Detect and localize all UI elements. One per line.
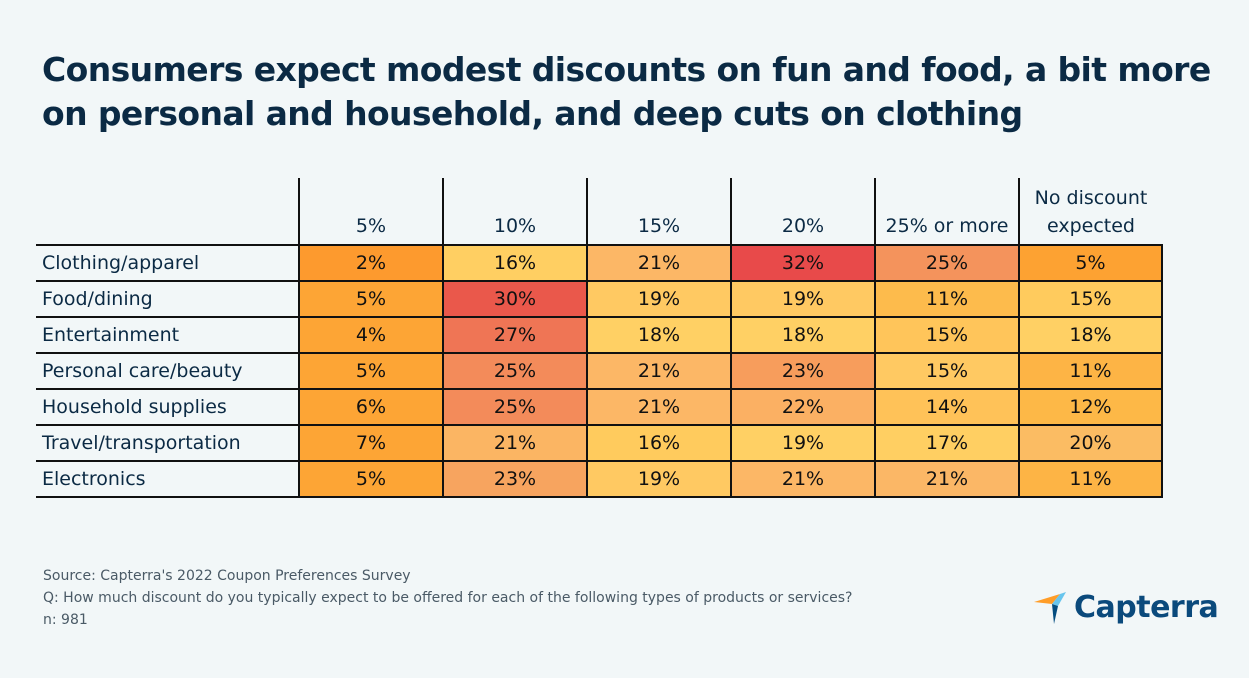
heat-cell: 25% bbox=[874, 244, 1020, 282]
heat-cell: 23% bbox=[730, 352, 876, 390]
heatmap-table: 5% 10% 15% 20% 25% or more No discount e… bbox=[36, 178, 1163, 498]
row-label: Electronics bbox=[36, 460, 300, 498]
heat-cell: 19% bbox=[586, 460, 732, 498]
heat-cell: 30% bbox=[442, 280, 588, 318]
sample-size-note: n: 981 bbox=[43, 612, 88, 628]
heat-cell: 21% bbox=[730, 460, 876, 498]
heat-cell: 25% bbox=[442, 388, 588, 426]
corner-cell bbox=[36, 178, 299, 246]
column-header: 25% or more bbox=[874, 178, 1019, 246]
heat-cell: 18% bbox=[586, 316, 732, 354]
heat-cell: 18% bbox=[730, 316, 876, 354]
capterra-logo: Capterra bbox=[1032, 588, 1219, 626]
heat-cell: 12% bbox=[1018, 388, 1163, 426]
heat-cell: 32% bbox=[730, 244, 876, 282]
column-header: 10% bbox=[442, 178, 587, 246]
heat-cell: 21% bbox=[586, 388, 732, 426]
heat-cell: 5% bbox=[1018, 244, 1163, 282]
row-label: Food/dining bbox=[36, 280, 300, 318]
row-label: Travel/transportation bbox=[36, 424, 300, 462]
heat-cell: 25% bbox=[442, 352, 588, 390]
table-row: Food/dining 5% 30% 19% 19% 11% 15% bbox=[36, 280, 1163, 318]
row-label: Household supplies bbox=[36, 388, 300, 426]
logo-text: Capterra bbox=[1074, 589, 1219, 625]
heat-cell: 20% bbox=[1018, 424, 1163, 462]
column-header: 15% bbox=[586, 178, 731, 246]
heat-cell: 4% bbox=[298, 316, 444, 354]
heat-cell: 7% bbox=[298, 424, 444, 462]
heat-cell: 6% bbox=[298, 388, 444, 426]
heat-cell: 5% bbox=[298, 460, 444, 498]
table-row: Travel/transportation 7% 21% 16% 19% 17% 20% bbox=[36, 424, 1163, 462]
heat-cell: 15% bbox=[874, 352, 1020, 390]
heat-cell: 21% bbox=[586, 244, 732, 282]
heat-cell: 23% bbox=[442, 460, 588, 498]
heat-cell: 5% bbox=[298, 352, 444, 390]
header-row: 5% 10% 15% 20% 25% or more No discount e… bbox=[36, 178, 1162, 246]
heat-cell: 11% bbox=[1018, 352, 1163, 390]
heat-cell: 18% bbox=[1018, 316, 1163, 354]
row-label: Clothing/apparel bbox=[36, 244, 300, 282]
heat-cell: 15% bbox=[874, 316, 1020, 354]
column-header: 5% bbox=[298, 178, 443, 246]
heat-cell: 5% bbox=[298, 280, 444, 318]
row-label: Personal care/beauty bbox=[36, 352, 300, 390]
heat-cell: 19% bbox=[730, 280, 876, 318]
heat-cell: 27% bbox=[442, 316, 588, 354]
column-header: 20% bbox=[730, 178, 875, 246]
heat-cell: 17% bbox=[874, 424, 1020, 462]
heat-cell: 11% bbox=[1018, 460, 1163, 498]
table-row: Household supplies 6% 25% 21% 22% 14% 12% bbox=[36, 388, 1163, 426]
source-note: Source: Capterra's 2022 Coupon Preferenc… bbox=[43, 568, 411, 584]
heat-cell: 21% bbox=[586, 352, 732, 390]
heat-cell: 2% bbox=[298, 244, 444, 282]
heat-cell: 16% bbox=[586, 424, 732, 462]
heat-cell: 19% bbox=[730, 424, 876, 462]
heat-cell: 21% bbox=[442, 424, 588, 462]
capterra-arrow-icon bbox=[1034, 592, 1066, 624]
table-row: Electronics 5% 23% 19% 21% 21% 11% bbox=[36, 460, 1163, 498]
table-row: Clothing/apparel 2% 16% 21% 32% 25% 5% bbox=[36, 244, 1163, 282]
question-note: Q: How much discount do you typically ex… bbox=[43, 590, 853, 606]
heat-cell: 22% bbox=[730, 388, 876, 426]
column-header: No discount expected bbox=[1018, 178, 1162, 246]
chart-title: Consumers expect modest discounts on fun… bbox=[42, 50, 1211, 133]
heat-cell: 15% bbox=[1018, 280, 1163, 318]
heat-cell: 16% bbox=[442, 244, 588, 282]
heat-cell: 14% bbox=[874, 388, 1020, 426]
table-row: Entertainment 4% 27% 18% 18% 15% 18% bbox=[36, 316, 1163, 354]
heat-cell: 19% bbox=[586, 280, 732, 318]
heat-cell: 21% bbox=[874, 460, 1020, 498]
footnotes: Source: Capterra's 2022 Coupon Preferenc… bbox=[43, 565, 852, 631]
row-label: Entertainment bbox=[36, 316, 300, 354]
heat-cell: 11% bbox=[874, 280, 1020, 318]
table-row: Personal care/beauty 5% 25% 21% 23% 15% 11% bbox=[36, 352, 1163, 390]
